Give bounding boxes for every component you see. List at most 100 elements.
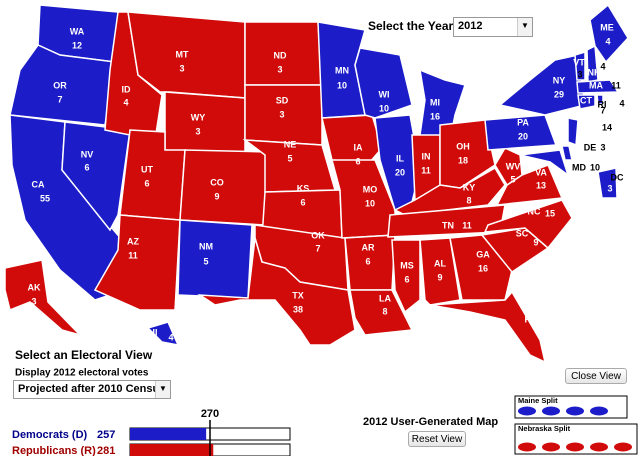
- state-abbr: IA: [354, 142, 364, 152]
- state-abbr: WA: [70, 26, 85, 36]
- state-abbr: NY: [553, 75, 566, 85]
- state-votes: 3: [179, 63, 184, 73]
- state-abbr: SC: [516, 228, 529, 238]
- state: [574, 50, 586, 81]
- state-votes: 3: [31, 296, 36, 306]
- state-abbr: SD: [276, 95, 289, 105]
- state-votes: 9: [214, 191, 219, 201]
- state: [561, 145, 573, 161]
- state-votes: 3: [195, 126, 200, 136]
- state-votes: 6: [404, 274, 409, 284]
- state-abbr: ME: [600, 22, 614, 32]
- split-label: Nebraska Split: [518, 424, 571, 433]
- state-votes: 16: [430, 111, 440, 121]
- split-toggle[interactable]: [566, 442, 584, 452]
- state-abbr: AR: [362, 242, 375, 252]
- state-votes: 9: [533, 237, 538, 247]
- state-votes: 4: [600, 61, 605, 71]
- split-toggle[interactable]: [542, 406, 560, 416]
- state: [179, 149, 269, 226]
- state-votes: 7: [600, 105, 605, 115]
- party-votes: 281: [97, 445, 115, 456]
- state-abbr: WV: [506, 161, 521, 171]
- state-abbr: PA: [517, 117, 529, 127]
- view-value: Projected after 2010 Census: [18, 383, 166, 395]
- state-abbr: MA: [589, 80, 603, 90]
- view-subtitle: Display 2012 electoral votes: [15, 368, 149, 379]
- state-votes: 9: [437, 272, 442, 282]
- threshold-label: 270: [201, 408, 219, 420]
- splits: Maine Split Nebraska Split: [514, 395, 638, 455]
- split-toggle[interactable]: [590, 406, 608, 416]
- close-view-button[interactable]: Close View: [565, 368, 627, 384]
- state: [484, 114, 558, 151]
- state-abbr: OH: [456, 141, 470, 151]
- state: [349, 289, 414, 336]
- labels-layer: WA12OR7CA55NV6ID4MT3WY3UT6AZ11CO9NM5ND3S…: [28, 22, 625, 342]
- state-votes: 8: [466, 195, 471, 205]
- year-label: Select the Year: [368, 19, 453, 33]
- state-votes: 7: [315, 243, 320, 253]
- year-value: 2012: [458, 20, 483, 32]
- state-votes: 6: [144, 178, 149, 188]
- state-votes: 5: [510, 174, 515, 184]
- state-abbr: RI: [598, 99, 607, 109]
- state: [449, 234, 513, 301]
- split-label: Maine Split: [518, 396, 558, 405]
- state-votes: 20: [395, 167, 405, 177]
- state-abbr: KY: [463, 182, 476, 192]
- split-toggle[interactable]: [614, 442, 632, 452]
- state-votes: 11: [462, 220, 472, 230]
- state-votes: 10: [379, 103, 389, 113]
- state: [4, 259, 83, 337]
- state-votes: 4: [168, 332, 173, 342]
- state-abbr: UT: [141, 164, 153, 174]
- state-votes: 38: [293, 304, 303, 314]
- state: [439, 119, 496, 189]
- state: [164, 91, 246, 156]
- state-votes: 14: [602, 122, 612, 132]
- state-abbr: CT: [580, 95, 592, 105]
- state-abbr: AL: [434, 258, 446, 268]
- reset-view-button[interactable]: Reset View: [408, 431, 466, 447]
- state-votes: 6: [355, 156, 360, 166]
- state-abbr: MO: [363, 184, 378, 194]
- party-label: Democrats (D): [12, 429, 88, 441]
- state-votes: 4: [619, 98, 624, 108]
- state-abbr: MI: [430, 97, 440, 107]
- state: [589, 3, 629, 64]
- state-abbr: IN: [422, 151, 431, 161]
- split-toggle[interactable]: [542, 442, 560, 452]
- state: [567, 117, 579, 147]
- state-votes: 13: [536, 180, 546, 190]
- split-toggle[interactable]: [566, 406, 584, 416]
- split-toggle[interactable]: [590, 442, 608, 452]
- state-votes: 4: [123, 97, 128, 107]
- state-abbr: AK: [28, 282, 41, 292]
- split-toggle[interactable]: [518, 406, 536, 416]
- year-select[interactable]: 2012 ▼: [453, 17, 533, 37]
- view-select[interactable]: Projected after 2010 Census ▼: [13, 380, 171, 399]
- view-title: Select an Electoral View: [15, 348, 153, 362]
- state-votes: 3: [279, 109, 284, 119]
- states-layer: [4, 3, 629, 364]
- state: [419, 237, 461, 306]
- state-abbr: MS: [400, 260, 414, 270]
- map-title: 2012 User-Generated Map: [363, 416, 498, 428]
- state: [577, 94, 596, 110]
- state: [576, 79, 620, 94]
- state-abbr: OK: [311, 230, 325, 240]
- dropdown-arrow: ▼: [155, 381, 170, 398]
- split-toggle[interactable]: [518, 442, 536, 452]
- state-votes: 3: [277, 64, 282, 74]
- state-abbr: NE: [284, 139, 297, 149]
- state-abbr: ID: [122, 84, 132, 94]
- state-votes: 3: [600, 142, 605, 152]
- state-votes: 16: [478, 263, 488, 273]
- state-abbr: NH: [588, 67, 601, 77]
- dropdown-arrow: ▼: [517, 18, 532, 36]
- state-abbr: TN: [442, 220, 454, 230]
- state-votes: 3: [577, 69, 582, 79]
- state: [429, 290, 547, 364]
